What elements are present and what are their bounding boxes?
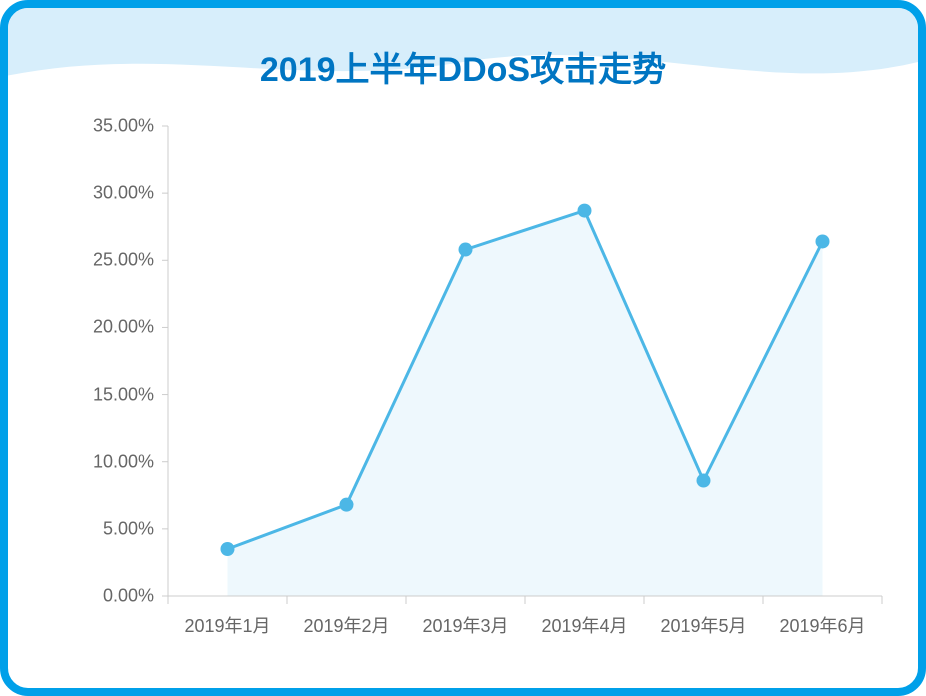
data-point	[340, 498, 354, 512]
data-point	[816, 234, 830, 248]
data-point	[459, 243, 473, 257]
area-fill	[228, 211, 823, 596]
data-point	[578, 204, 592, 218]
chart-card: 2019上半年DDoS攻击走势 0.00%5.00%10.00%15.00%20…	[0, 0, 926, 696]
data-point	[697, 474, 711, 488]
data-point	[221, 542, 235, 556]
line-chart	[8, 8, 922, 656]
